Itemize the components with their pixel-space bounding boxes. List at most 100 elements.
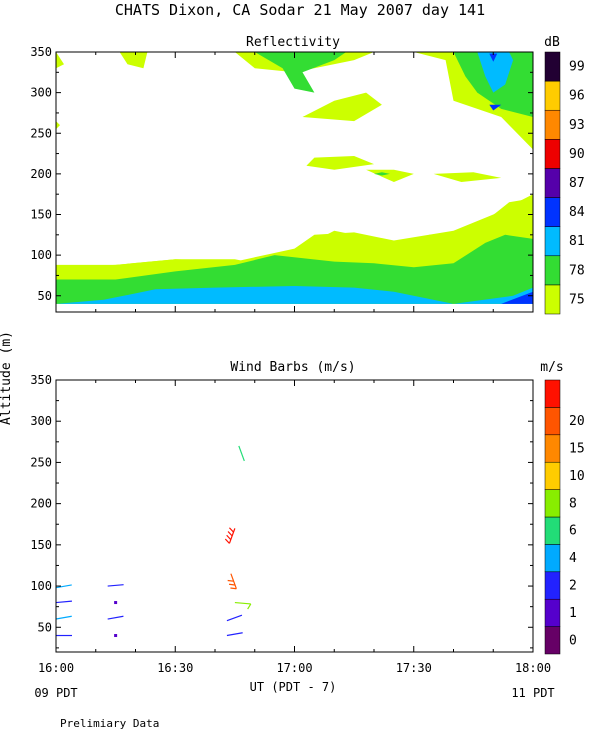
refl-colorbar-label-0: 75: [569, 292, 585, 307]
wind-ytick-label-6: 350: [30, 373, 52, 387]
reflectivity-region-10: [477, 52, 514, 93]
refl-colorbar-label-3: 84: [569, 205, 585, 220]
refl-colorbar-label-6: 93: [569, 118, 585, 133]
wind-barb-8: [226, 632, 243, 637]
wind-xtick-label-3: 17:30: [396, 661, 432, 675]
refl-colorbar-label-2: 81: [569, 234, 585, 249]
reflectivity-plot-area: [56, 52, 533, 304]
wind-barb-calm-5: [114, 601, 118, 605]
wind-colorbar-swatch-6: [544, 461, 561, 490]
wind-barb-10: [234, 601, 252, 610]
x-axis-label: UT (PDT - 7): [250, 680, 337, 694]
refl-colorbar-swatch-5: [544, 139, 561, 169]
wind-xtick-label-2: 17:00: [276, 661, 312, 675]
wind-colorbar-label-3: 4: [569, 551, 577, 566]
wind-ytick-label-5: 300: [30, 414, 52, 428]
refl-ytick-label-0: 50: [38, 289, 52, 303]
reflectivity-region-19: [374, 172, 390, 176]
preliminary-data-note: Prelimiary Data: [60, 717, 159, 730]
wind-colorbar-label-4: 6: [569, 524, 577, 539]
wind-colorbar-label-6: 10: [569, 469, 585, 484]
wind-colorbar-label-1: 1: [569, 606, 577, 621]
refl-ytick-label-6: 350: [30, 45, 52, 59]
wind-barb-1: [56, 600, 72, 604]
wind-colorbar-unit: m/s: [540, 360, 563, 375]
wind-colorbar-swatch-8: [544, 407, 561, 436]
wind-ytick-label-4: 250: [30, 455, 52, 469]
reflectivity-colorbar: 75 78 81 84 87 90 93 96 99: [544, 51, 585, 315]
reflectivity-region-2: [56, 234, 533, 304]
wind-ytick-label-3: 200: [30, 497, 52, 511]
wind-barb-13: [238, 445, 245, 462]
reflectivity-region-6: [254, 52, 347, 93]
wind-colorbar-label-7: 15: [569, 442, 585, 457]
wind-colorbar-swatch-1: [544, 598, 561, 627]
wind-colorbar-label-2: 2: [569, 579, 577, 594]
wind-colorbar-swatch-9: [544, 379, 561, 408]
refl-colorbar-swatch-2: [544, 226, 561, 257]
reflectivity-region-14: [366, 169, 414, 182]
refl-colorbar-label-7: 96: [569, 89, 585, 104]
refl-ytick-label-5: 300: [30, 86, 52, 100]
wind-xtick-label-1: 16:30: [157, 661, 193, 675]
reflectivity-region-3: [56, 286, 533, 304]
wind-colorbar-swatch-7: [544, 434, 561, 463]
refl-colorbar-swatch-4: [544, 168, 561, 198]
wind-colorbar-swatch-2: [544, 571, 561, 600]
reflectivity-region-18: [56, 121, 60, 130]
wind-barbs-panel: Wind Barbs (m/s) m/s 5010015020025030035…: [30, 360, 584, 675]
reflectivity-region-13: [306, 156, 374, 170]
refl-colorbar-swatch-7: [544, 80, 561, 111]
refl-colorbar-swatch-8: [544, 51, 561, 82]
wind-barb-9: [226, 614, 243, 622]
y-axis-label: Altitude (m): [0, 331, 14, 425]
refl-ytick-label-1: 100: [30, 248, 52, 262]
refl-colorbar-label-4: 87: [569, 176, 585, 191]
wind-colorbar-swatch-3: [544, 544, 561, 573]
refl-ytick-label-3: 200: [30, 167, 52, 181]
wind-barb-4: [107, 584, 124, 587]
left-local-time-label: 09 PDT: [34, 686, 77, 700]
refl-colorbar-swatch-1: [544, 255, 561, 286]
wind-colorbar-label-5: 8: [569, 496, 577, 511]
figure-title: CHATS Dixon, CA Sodar 21 May 2007 day 14…: [115, 1, 485, 19]
wind-barbs-plot-area: [56, 445, 252, 638]
reflectivity-region-7: [302, 92, 382, 122]
reflectivity-colorbar-unit: dB: [544, 35, 560, 50]
wind-barb-6: [107, 615, 124, 620]
wind-ytick-label-1: 100: [30, 579, 52, 593]
reflectivity-title: Reflectivity: [246, 35, 340, 50]
reflectivity-region-12: [489, 104, 502, 111]
reflectivity-axes: 50 100 150 200 250 300 350: [30, 45, 534, 313]
refl-ytick-label-4: 250: [30, 126, 52, 140]
reflectivity-region-17: [119, 52, 148, 69]
refl-colorbar-label-1: 78: [569, 263, 585, 278]
wind-barb-0: [56, 584, 72, 589]
refl-colorbar-swatch-6: [544, 109, 561, 140]
reflectivity-region-16: [56, 52, 64, 69]
reflectivity-region-4: [501, 291, 533, 304]
wind-colorbar: 0 1 2 4 6 8 10 15 20: [544, 379, 585, 655]
wind-colorbar-label-8: 20: [569, 414, 585, 429]
wind-xtick-label-4: 18:00: [515, 661, 551, 675]
wind-colorbar-swatch-0: [544, 626, 561, 655]
wind-barb-12: [224, 527, 236, 544]
reflectivity-region-11: [489, 53, 498, 62]
wind-colorbar-swatch-5: [544, 489, 561, 518]
wind-colorbar-swatch-4: [544, 516, 561, 545]
wind-frame: [55, 379, 534, 653]
wind-colorbar-label-0: 0: [569, 633, 577, 648]
wind-barb-2: [56, 615, 72, 620]
right-local-time-label: 11 PDT: [511, 686, 554, 700]
wind-ytick-label-2: 150: [30, 538, 52, 552]
wind-barb-calm-7: [114, 634, 118, 638]
wind-barbs-title: Wind Barbs (m/s): [230, 360, 355, 375]
refl-colorbar-label-8: 99: [569, 60, 585, 75]
wind-barb-11: [227, 573, 237, 590]
reflectivity-region-15: [433, 172, 502, 182]
refl-colorbar-label-5: 90: [569, 147, 585, 162]
refl-colorbar-swatch-0: [544, 284, 561, 315]
refl-colorbar-swatch-3: [544, 197, 561, 227]
